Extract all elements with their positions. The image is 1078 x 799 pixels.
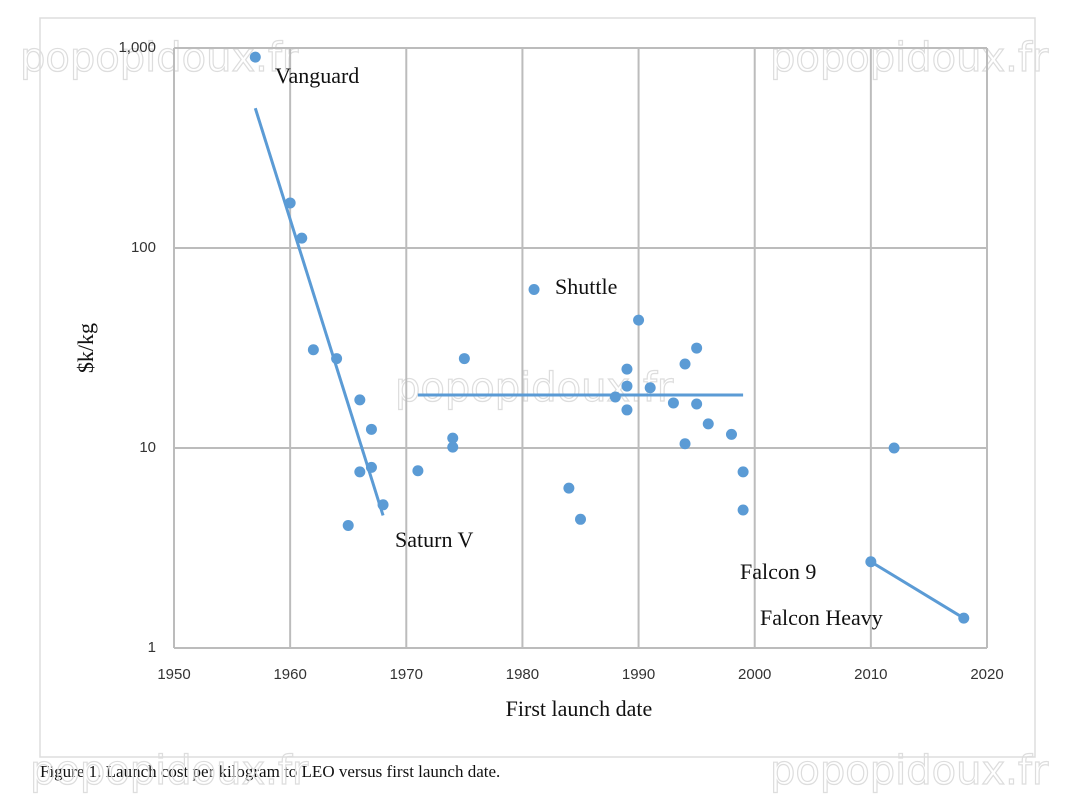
data-point — [888, 442, 900, 454]
data-point — [458, 353, 470, 365]
data-point — [679, 438, 691, 450]
x-tick-label: 1960 — [273, 666, 306, 683]
x-tick-label: 1950 — [157, 666, 190, 683]
data-point — [667, 397, 679, 409]
data-point — [679, 358, 691, 370]
y-tick-label: 1 — [148, 639, 156, 656]
data-point — [342, 519, 354, 531]
data-point — [725, 428, 737, 440]
y-tick-label: 100 — [131, 239, 156, 256]
data-point — [249, 51, 261, 63]
data-point — [633, 314, 645, 326]
chart-frame — [39, 17, 1036, 758]
data-point — [447, 432, 459, 444]
trend-line — [253, 107, 385, 516]
data-point — [621, 363, 633, 375]
annotation: Falcon Heavy — [760, 605, 883, 630]
data-point — [528, 284, 540, 296]
data-point — [644, 382, 656, 394]
data-point — [563, 482, 575, 494]
data-point — [365, 461, 377, 473]
annotation: Shuttle — [555, 274, 617, 299]
y-tick-label: 10 — [139, 439, 156, 456]
annotation: Falcon 9 — [740, 559, 816, 584]
data-point — [621, 404, 633, 416]
y-tick-label: 1,000 — [118, 39, 156, 56]
data-point — [575, 513, 586, 525]
data-point — [447, 441, 459, 453]
watermark: popopidoux.fr — [770, 35, 1049, 81]
x-axis-title: First launch date — [506, 696, 653, 721]
data-point — [412, 465, 424, 477]
x-tick-label: 1970 — [390, 666, 423, 683]
caption: Figure 1. Launch cost per kilogram to LE… — [40, 762, 500, 781]
data-point — [691, 398, 703, 410]
annotation: Saturn V — [395, 527, 474, 552]
data-point — [284, 197, 296, 209]
trend-line — [870, 560, 965, 620]
data-point — [609, 391, 621, 403]
data-point — [958, 612, 970, 624]
data-point — [702, 418, 714, 430]
watermark: popopidoux.fr — [30, 748, 309, 794]
data-point — [354, 466, 366, 478]
data-point — [296, 232, 308, 244]
x-tick-label: 2020 — [970, 666, 1003, 683]
annotation: Vanguard — [275, 63, 359, 88]
data-point — [737, 504, 749, 516]
x-tick-label: 2010 — [854, 666, 887, 683]
x-tick-label: 2000 — [738, 666, 771, 683]
data-point — [377, 499, 389, 511]
data-point — [307, 344, 319, 356]
y-axis-title: $k/kg — [73, 323, 98, 373]
watermark: popopidoux.fr — [770, 748, 1049, 794]
x-tick-label: 1990 — [622, 666, 655, 683]
x-tick-label: 1980 — [506, 666, 539, 683]
data-point — [331, 353, 343, 365]
data-point — [691, 342, 703, 354]
data-point — [365, 423, 377, 435]
data-point — [621, 380, 633, 392]
data-point — [737, 466, 749, 478]
data-point — [865, 556, 877, 568]
data-point — [354, 394, 366, 406]
